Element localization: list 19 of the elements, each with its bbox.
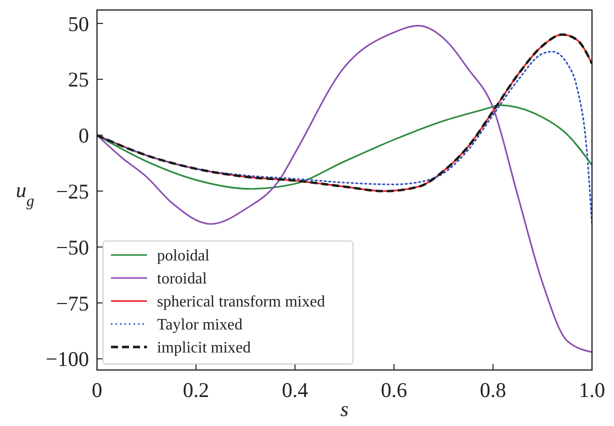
- y-tick-label: −50: [56, 235, 89, 260]
- x-tick-label: 1.0: [578, 378, 606, 402]
- y-tick-label: 50: [68, 12, 89, 36]
- x-axis-title: s: [340, 397, 349, 421]
- y-axis-title: u$_{g}$: [16, 178, 34, 210]
- x-tick-label: 0.2: [182, 378, 210, 402]
- x-tick-label: 0.4: [282, 378, 309, 402]
- y-tick-label: 0: [78, 124, 89, 148]
- x-tick-label: 0.8: [480, 378, 506, 402]
- y-tick-label: −100: [46, 347, 89, 372]
- legend-label: Taylor mixed: [157, 316, 243, 334]
- legend-label: implicit mixed: [157, 340, 251, 357]
- y-tick-label: 25: [68, 68, 89, 92]
- legend-label: toroidal: [157, 270, 208, 288]
- legend-label: spherical transform mixed: [157, 294, 325, 311]
- legend-label: poloidal: [157, 248, 210, 265]
- y-tick-label: −25: [56, 179, 89, 204]
- y-tick-label: −75: [56, 291, 89, 316]
- x-tick-label: 0.6: [380, 378, 408, 402]
